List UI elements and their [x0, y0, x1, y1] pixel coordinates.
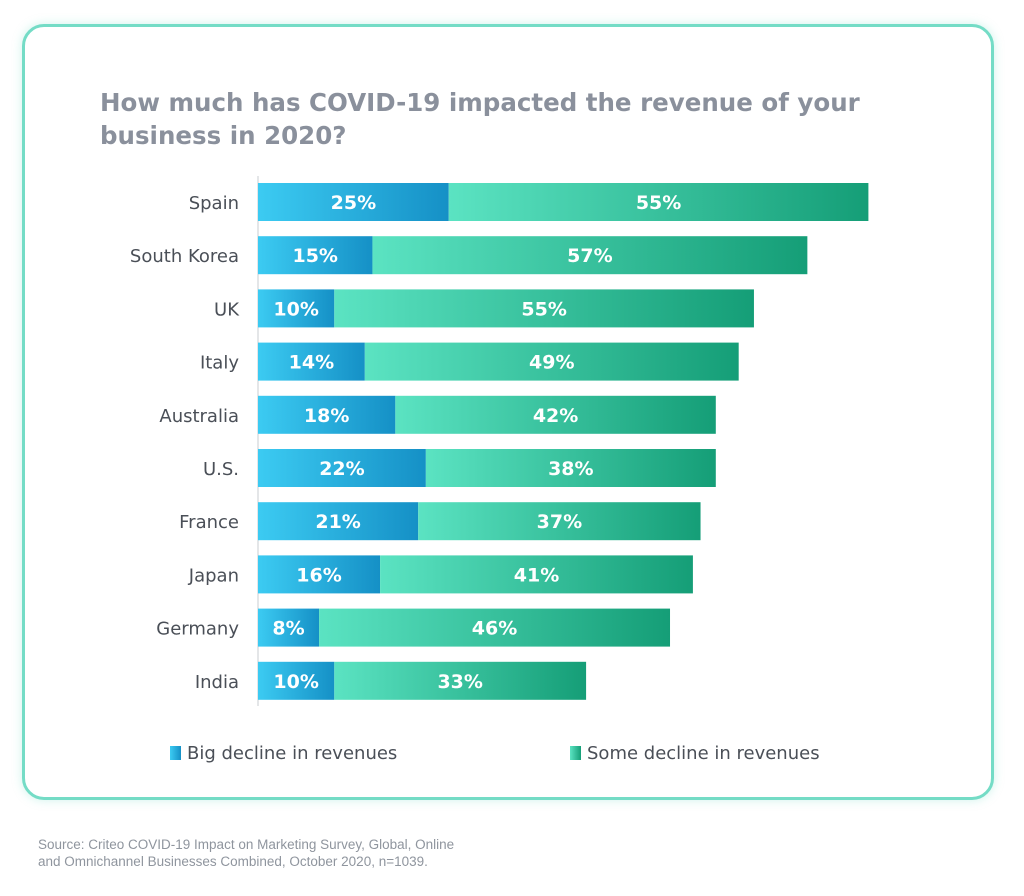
- data-label-big-decline-south-korea: 15%: [292, 245, 337, 267]
- data-label-some-decline-india: 33%: [437, 671, 482, 693]
- bar-some-decline-germany: [319, 608, 671, 647]
- data-label-some-decline-spain: 55%: [636, 192, 681, 214]
- data-label-big-decline-australia: 18%: [304, 405, 349, 427]
- bar-some-decline-italy: [364, 342, 739, 381]
- bar-big-decline-italy: [258, 342, 365, 381]
- data-label-some-decline-u-s: 38%: [548, 458, 593, 480]
- category-label-south-korea: South Korea: [130, 246, 239, 267]
- category-label-france: France: [179, 512, 239, 533]
- chart-title: How much has COVID-19 impacted the reven…: [100, 88, 860, 150]
- data-label-big-decline-france: 21%: [315, 511, 360, 533]
- bar-big-decline-u-s: [258, 449, 426, 487]
- data-label-some-decline-uk: 55%: [521, 298, 566, 320]
- bar-some-decline-india: [334, 661, 587, 700]
- legend-swatch-some-decline: [570, 746, 581, 760]
- data-label-some-decline-australia: 42%: [533, 405, 578, 427]
- bar-some-decline-uk: [334, 289, 754, 328]
- bar-some-decline-japan: [380, 555, 693, 594]
- bar-big-decline-japan: [258, 555, 381, 594]
- legend-item-some-decline: Some decline in revenues: [570, 741, 820, 765]
- bar-big-decline-france: [258, 502, 419, 541]
- legend-swatch-big-decline: [170, 746, 181, 760]
- source-line-1: Source: Criteo COVID-19 Impact on Market…: [38, 837, 455, 852]
- bar-big-decline-india: [258, 661, 335, 700]
- data-label-big-decline-germany: 8%: [272, 618, 304, 640]
- bar-some-decline-u-s: [425, 449, 716, 487]
- data-label-big-decline-spain: 25%: [331, 192, 376, 214]
- category-label-italy: Italy: [200, 353, 239, 374]
- source-line-2: and Omnichannel Businesses Combined, Oct…: [38, 854, 428, 869]
- data-label-some-decline-italy: 49%: [529, 352, 574, 374]
- data-label-big-decline-u-s: 22%: [319, 458, 364, 480]
- bar-some-decline-south-korea: [372, 236, 808, 275]
- category-label-japan: Japan: [188, 565, 239, 586]
- data-label-some-decline-france: 37%: [537, 511, 582, 533]
- bar-some-decline-france: [418, 502, 701, 541]
- category-label-u-s: U.S.: [203, 459, 239, 480]
- data-label-some-decline-germany: 46%: [472, 618, 517, 640]
- bar-big-decline-spain: [258, 183, 449, 221]
- category-label-australia: Australia: [159, 406, 239, 427]
- data-label-some-decline-south-korea: 57%: [567, 245, 612, 267]
- data-label-big-decline-uk: 10%: [273, 298, 318, 320]
- data-label-some-decline-japan: 41%: [514, 564, 559, 586]
- bars-group: Spain 25% 55% South Korea 15% 57% UK 10% 55% Ital…: [130, 176, 869, 706]
- category-label-india: India: [195, 672, 239, 693]
- category-label-germany: Germany: [156, 619, 239, 640]
- category-label-spain: Spain: [189, 193, 239, 214]
- bar-big-decline-south-korea: [258, 236, 373, 275]
- category-label-uk: UK: [214, 299, 240, 320]
- data-label-big-decline-italy: 14%: [289, 352, 334, 374]
- data-label-big-decline-india: 10%: [273, 671, 318, 693]
- legend-label-some-decline: Some decline in revenues: [587, 742, 820, 764]
- source-note: Source: Criteo COVID-19 Impact on Market…: [38, 836, 598, 870]
- legend-label-big-decline: Big decline in revenues: [187, 742, 398, 764]
- bar-big-decline-germany: [258, 608, 320, 647]
- bar-some-decline-australia: [395, 395, 716, 434]
- legend-item-big-decline: Big decline in revenues: [170, 741, 397, 765]
- bar-some-decline-spain: [448, 183, 869, 221]
- bar-big-decline-australia: [258, 395, 396, 434]
- data-label-big-decline-japan: 16%: [296, 564, 341, 586]
- bar-big-decline-uk: [258, 289, 335, 328]
